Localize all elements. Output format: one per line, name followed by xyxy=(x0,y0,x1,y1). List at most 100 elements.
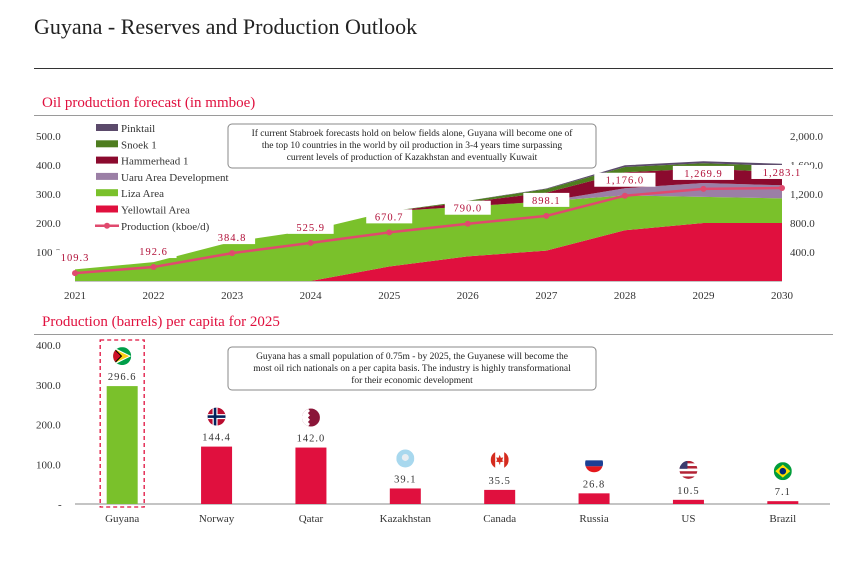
production-data-label-bg xyxy=(366,209,413,224)
bar-category-label: Norway xyxy=(199,513,235,525)
production-data-label-text: 1,176.0 xyxy=(606,176,645,187)
flag-body xyxy=(490,450,509,469)
bar-category-label: Russia xyxy=(579,513,608,525)
forecast-y-tick-label: 400.0 xyxy=(36,160,61,172)
production-data-label-text: 109.3 xyxy=(61,253,90,264)
legend-swatch xyxy=(96,156,118,164)
flag-part xyxy=(113,348,121,364)
forecast-x-tick-label: 2023 xyxy=(221,290,244,302)
per-capita-chart-title: Production (barrels) per capita for 2025 xyxy=(42,314,280,330)
flag-part xyxy=(585,454,604,461)
legend-label: Liza Area xyxy=(121,188,164,200)
production-data-label-text: 670.7 xyxy=(375,212,404,223)
forecast-annotation-text: If current Stabroek forecasts hold on be… xyxy=(252,128,574,139)
legend-label: Uaru Area Development xyxy=(121,172,229,184)
production-point xyxy=(229,250,236,257)
flag-part xyxy=(585,466,604,473)
russia-flag-icon xyxy=(585,454,604,473)
legend-label: Production (kboe/d) xyxy=(121,221,210,233)
forecast-y2-tick-label: 800.0 xyxy=(790,218,815,230)
production-point xyxy=(386,229,393,236)
title-divider xyxy=(34,68,833,69)
flag-body xyxy=(585,454,604,473)
legend-item: Production (kboe/d) xyxy=(95,221,210,233)
bar-guyana xyxy=(106,386,138,504)
bar-category-label: Qatar xyxy=(299,513,324,525)
bar-us xyxy=(672,499,704,504)
forecast-x-tick-label: 2024 xyxy=(300,290,323,302)
flag-part xyxy=(679,473,698,477)
bar-norway xyxy=(201,446,233,504)
canada-flag-icon xyxy=(490,450,509,469)
bar-category-label: Kazakhstan xyxy=(380,513,432,525)
legend-item: Liza Area xyxy=(96,188,164,200)
flag-part xyxy=(301,408,310,427)
bar-value-label: 10.5 xyxy=(677,486,699,497)
production-data-label-text: 1,283.1 xyxy=(763,168,802,179)
flag-body xyxy=(396,449,415,468)
flag-body xyxy=(113,347,132,366)
flag-part xyxy=(207,415,226,418)
production-data-label-text: 790.0 xyxy=(453,204,482,215)
flag-part xyxy=(679,468,698,472)
per-capita-y-tick-label: - xyxy=(58,499,62,511)
kazakhstan-flag-icon xyxy=(396,449,415,468)
bar-value-label: 26.8 xyxy=(583,479,605,490)
area-uaru-area-development xyxy=(75,183,782,270)
production-data-label: 525.9 xyxy=(287,219,334,234)
flag-part xyxy=(495,454,504,465)
forecast-annotation-box xyxy=(227,123,597,169)
per-capita-chart-divider xyxy=(34,334,833,335)
per-capita-annotation-box xyxy=(227,346,597,391)
bar-value-label: 296.6 xyxy=(108,372,137,383)
production-data-label-bg xyxy=(52,250,98,265)
production-point xyxy=(150,264,157,271)
guyana-flag-icon xyxy=(113,347,132,366)
production-data-label-bg xyxy=(751,164,813,179)
flag-part xyxy=(679,460,688,469)
forecast-y-tick-label: 300.0 xyxy=(36,189,61,201)
forecast-annotation-text: the top 10 countries in the world by oil… xyxy=(262,141,563,151)
legend-label: Snoek 1 xyxy=(121,139,157,151)
legend-item: Yellowtail Area xyxy=(96,205,190,217)
legend-item: Uaru Area Development xyxy=(96,172,229,184)
per-capita-y-tick-label: 100.0 xyxy=(36,459,61,471)
bar-category-label: US xyxy=(681,513,695,525)
flag-part xyxy=(679,476,698,479)
per-capita-y-tick-label: 400.0 xyxy=(36,340,61,352)
production-point xyxy=(700,185,707,192)
area-liza-area xyxy=(75,195,782,281)
qatar-flag-icon xyxy=(301,408,320,427)
bar-qatar xyxy=(295,447,327,504)
forecast-y2-tick-label: 2,000.0 xyxy=(790,131,824,143)
production-data-label: 898.1 xyxy=(523,192,570,207)
forecast-y2-tick-label: 1,200.0 xyxy=(790,189,824,201)
forecast-y2-tick-label: 400.0 xyxy=(790,247,815,259)
production-data-label-text: 384.8 xyxy=(218,233,247,244)
forecast-x-tick-label: 2027 xyxy=(535,290,558,302)
legend-swatch xyxy=(96,172,118,180)
bar-value-label: 35.5 xyxy=(489,476,511,487)
production-line xyxy=(74,186,783,275)
flag-part xyxy=(490,450,496,469)
legend-label: Yellowtail Area xyxy=(121,205,190,217)
production-data-label: 192.6 xyxy=(130,244,177,259)
production-data-label-bg xyxy=(523,192,570,207)
bar-category-label: Brazil xyxy=(769,513,796,525)
us-flag-icon xyxy=(679,460,698,479)
forecast-x-tick-label: 2022 xyxy=(143,290,165,302)
production-data-label-bg xyxy=(594,172,656,187)
flag-body xyxy=(207,407,226,426)
legend-label: Pinktail xyxy=(121,123,155,135)
production-data-label-text: 1,269.9 xyxy=(684,169,723,180)
per-capita-annotation-text: most oil rich nationals on a per capita … xyxy=(253,363,571,374)
legend-swatch xyxy=(96,124,118,131)
forecast-x-tick-label: 2030 xyxy=(771,290,794,302)
production-data-label-text: 192.6 xyxy=(139,247,168,258)
per-capita-y-tick-label: 300.0 xyxy=(36,380,61,392)
flag-body xyxy=(679,460,698,479)
production-point xyxy=(543,212,550,219)
flag-body xyxy=(301,408,320,427)
legend-swatch xyxy=(96,189,118,197)
guyana-highlight-box xyxy=(99,339,145,508)
